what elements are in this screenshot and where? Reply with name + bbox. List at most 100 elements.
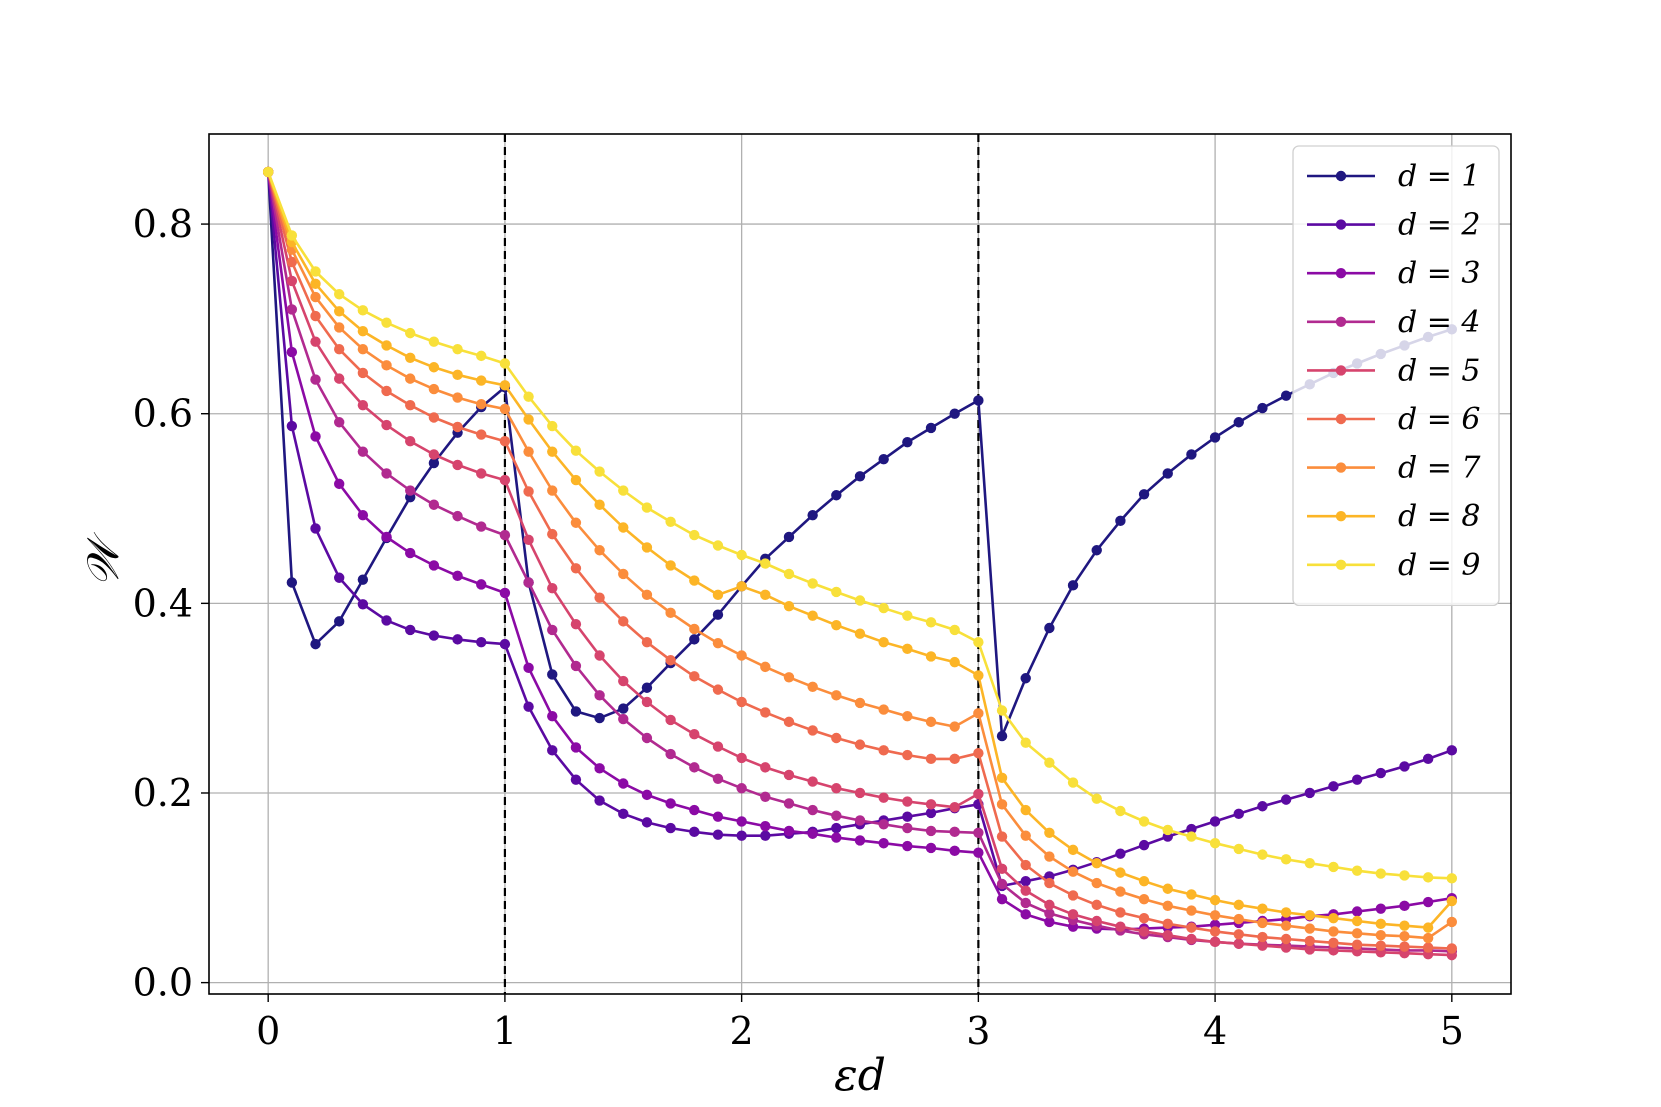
data-point [854,697,866,709]
data-point [499,436,511,447]
data-point [1351,774,1363,785]
data-point [1067,580,1079,591]
data-point [831,832,842,843]
data-point [428,412,440,423]
data-point [262,166,274,178]
data-point [310,310,321,322]
data-point [1138,489,1150,500]
data-point [783,568,795,580]
x-axis-label: εd [834,1050,886,1101]
data-point [760,589,771,601]
data-point [476,350,487,362]
data-point [310,374,321,385]
data-point [452,510,463,522]
data-point [902,610,913,621]
data-point [783,672,795,683]
data-point [1186,823,1197,835]
data-point [641,542,653,553]
data-point [854,815,866,826]
data-point [1162,918,1173,930]
data-point [854,739,866,750]
data-point [1446,745,1458,756]
data-point [1209,838,1221,849]
data-point [689,529,700,541]
data-point [523,662,534,674]
data-point [665,607,676,619]
data-point [1020,737,1031,748]
data-point [783,716,795,728]
data-point [973,395,984,406]
data-point [689,804,700,816]
data-point [1304,944,1315,955]
y-tick-label: 0.2 [133,771,193,815]
data-point [973,847,984,858]
data-point [286,256,298,268]
data-point [523,486,534,497]
data-point [310,266,321,277]
data-point [1020,804,1031,816]
data-point [783,531,795,543]
data-point [1422,932,1434,944]
data-point [381,615,392,626]
data-point [357,509,369,521]
data-point [712,684,724,695]
data-point [381,317,392,328]
data-point [1375,903,1387,914]
data-point [1209,894,1221,906]
data-point [1304,910,1315,921]
data-point [381,340,392,351]
data-point [381,385,392,397]
data-point [1186,889,1197,900]
data-point [736,783,747,794]
data-point [1375,868,1387,879]
data-point [854,595,866,606]
data-point [1044,908,1055,919]
data-point [1209,926,1221,937]
y-tick-label: 0.0 [133,961,193,1005]
data-point [973,708,984,719]
data-point [428,449,440,460]
data-point [1257,402,1268,414]
data-point [689,623,700,635]
series-d1 [262,166,1458,742]
data-point [1115,886,1126,897]
data-point [1375,918,1387,930]
data-point [760,820,771,832]
data-point [334,289,345,300]
data-point [689,634,700,645]
data-point [1020,909,1031,920]
data-point [1280,907,1292,918]
data-point [405,624,416,636]
data-point [831,822,842,834]
legend-marker [1335,413,1347,425]
data-point [1186,933,1197,945]
data-point [1328,861,1339,873]
data-point [996,831,1008,842]
data-point [1209,936,1221,948]
data-point [428,560,440,571]
data-point [428,499,440,510]
data-point [712,589,724,601]
data-point [689,671,700,682]
data-point [925,651,937,662]
data-point [902,436,913,448]
data-point [452,570,463,582]
legend-label: d = 2 [1398,208,1481,243]
data-point [618,703,629,714]
data-point [1422,922,1434,933]
legend-label: d = 1 [1398,159,1481,194]
axis-ticks: 0 1 2 3 4 5 0.0 0.2 0.4 0.6 0.8 [133,202,1464,1053]
data-point [1233,929,1244,940]
data-point [1399,930,1410,942]
data-point [523,534,534,546]
data-point [618,522,629,533]
data-point [1162,930,1173,941]
legend-marker [1335,511,1347,522]
data-point [1446,895,1458,907]
data-point [1328,912,1339,924]
data-point [1280,854,1292,865]
data-point [878,637,889,648]
data-point [665,822,676,834]
data-point [1209,432,1221,443]
data-point [594,466,605,477]
